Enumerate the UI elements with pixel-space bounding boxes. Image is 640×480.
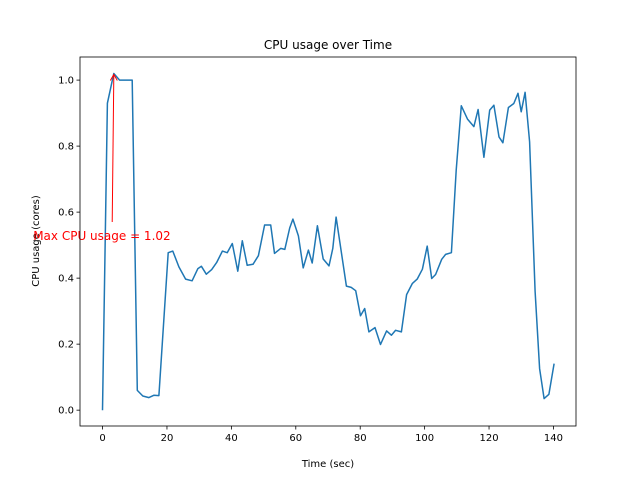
x-tick-label: 20 xyxy=(161,433,174,444)
plot-area xyxy=(101,72,555,411)
plot-frame xyxy=(79,56,577,427)
x-tick-label: 60 xyxy=(289,433,302,444)
x-tick-label: 80 xyxy=(354,433,367,444)
x-tick-label: 40 xyxy=(225,433,238,444)
y-axis-label: CPU usage (cores) xyxy=(31,195,42,287)
y-tick-label: 0.4 xyxy=(58,274,74,285)
annotation-arrow xyxy=(111,74,115,223)
x-tick-label: 0 xyxy=(99,433,105,444)
y-tick-label: 0.2 xyxy=(58,340,74,351)
max-cpu-annotation: Max CPU usage = 1.02 xyxy=(33,229,170,243)
arrow-head-icon xyxy=(109,73,118,81)
y-tick-label: 1.0 xyxy=(58,76,74,87)
x-axis-label: Time (sec) xyxy=(301,459,354,470)
x-tick-label: 120 xyxy=(479,433,498,444)
y-tick-label: 0.8 xyxy=(58,142,74,153)
chart-title: CPU usage over Time xyxy=(264,38,392,52)
y-tick-label: 0.0 xyxy=(58,406,74,417)
annotations: Max CPU usage = 1.02 xyxy=(33,73,171,243)
x-tick-label: 100 xyxy=(415,433,434,444)
y-axis: 0.0 0.2 0.4 0.6 0.8 1.0 xyxy=(58,76,80,417)
x-axis: 0 20 40 60 80 100 120 140 xyxy=(99,426,563,444)
x-tick-label: 140 xyxy=(544,433,563,444)
cpu-usage-line xyxy=(101,72,555,411)
y-tick-label: 0.6 xyxy=(58,208,74,219)
